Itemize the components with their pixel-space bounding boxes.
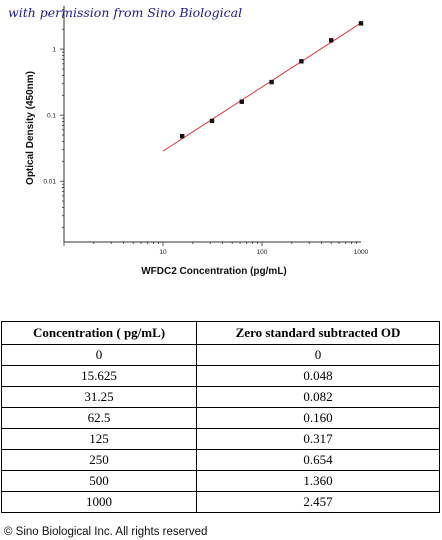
table-row: 250 0.654 (0, 449, 440, 471)
cell-od: 2.457 (196, 491, 440, 513)
table-row: 125 0.317 (0, 428, 440, 450)
copyright-notice: © Sino Biological Inc. All rights reserv… (4, 526, 208, 538)
cell-od: 0.654 (196, 449, 440, 471)
data-point (299, 59, 304, 64)
header-concentration: Concentration ( pg/mL) (0, 321, 198, 345)
data-point (239, 99, 244, 104)
data-point (358, 21, 364, 26)
x-tick-label: 100 (257, 249, 268, 256)
cell-od: 0 (196, 344, 440, 366)
cell-concentration: 125 (0, 428, 198, 450)
table-row: 62.5 0.160 (0, 407, 440, 429)
cell-od: 0.317 (196, 428, 440, 450)
od-data-table: Concentration ( pg/mL) Zero standard sub… (0, 321, 440, 513)
y-tick-label: 0.1 (47, 113, 56, 120)
fit-line-group (162, 22, 362, 152)
x-tick-label: 1000 (354, 249, 369, 256)
data-point (209, 118, 215, 124)
cell-concentration: 0 (0, 344, 198, 366)
y-tick-label: 0.01 (43, 179, 56, 186)
fit-line (162, 22, 362, 152)
x-tick-label: 10 (159, 249, 167, 256)
header-od: Zero standard subtracted OD (196, 321, 440, 345)
table-row: 1000 2.457 (0, 491, 440, 513)
cell-od: 0.082 (196, 386, 440, 408)
permission-watermark: with permission from Sino Biological (8, 5, 243, 20)
x-axis-label: WFDC2 Concentration (pg/mL) (141, 266, 287, 277)
standard-curve-chart: 10 100 1000 0.01 0.1 1 WFDC2 Concentration (p… (25, 6, 369, 277)
cell-concentration: 1000 (0, 491, 198, 513)
cell-od: 0.160 (196, 407, 440, 429)
table-header-row: Concentration ( pg/mL) Zero standard sub… (0, 321, 440, 345)
table-row: 15.625 0.048 (0, 365, 440, 387)
data-point (328, 38, 334, 43)
cell-od: 0.048 (196, 365, 440, 387)
table-row: 31.25 0.082 (0, 386, 440, 408)
cell-concentration: 62.5 (0, 407, 198, 429)
cell-concentration: 15.625 (0, 365, 198, 387)
cell-concentration: 500 (0, 470, 198, 492)
table-row: 500 1.360 (0, 470, 440, 492)
chart-axes: 10 100 1000 0.01 0.1 1 (43, 6, 369, 256)
cell-concentration: 31.25 (0, 386, 198, 408)
data-points-group (179, 21, 364, 139)
cell-od: 1.360 (196, 470, 440, 492)
data-point (269, 79, 274, 85)
cell-concentration: 250 (0, 449, 198, 471)
data-point (179, 134, 185, 139)
y-tick-label: 1 (52, 47, 56, 54)
y-axis-label: Optical Density (450nm) (25, 71, 36, 185)
